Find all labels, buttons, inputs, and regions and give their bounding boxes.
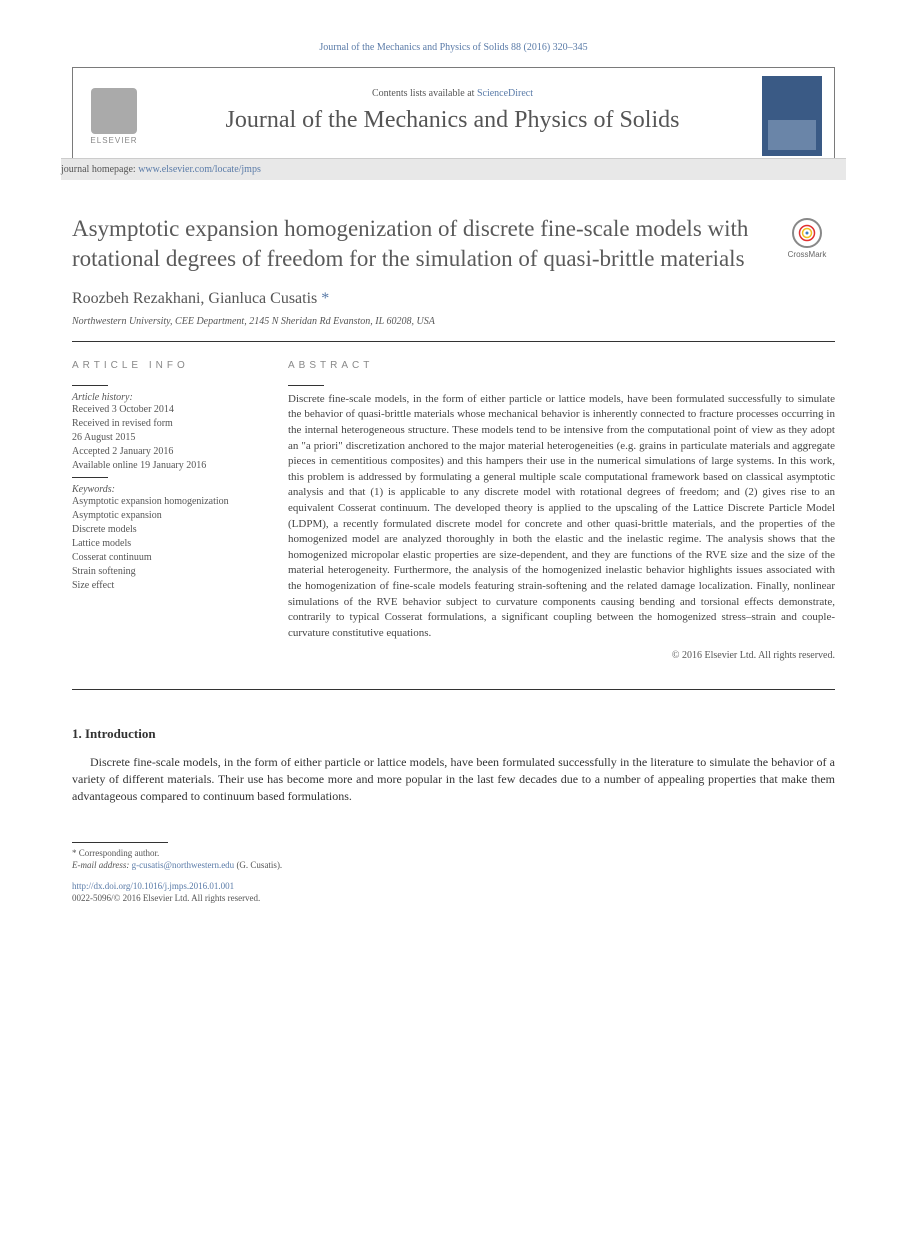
page-footer: * Corresponding author. E-mail address: … — [72, 842, 835, 905]
footnote-rule — [72, 842, 168, 843]
journal-homepage-link[interactable]: www.elsevier.com/locate/jmps — [138, 164, 261, 175]
author-affiliation: Northwestern University, CEE Department,… — [72, 316, 835, 327]
elsevier-tree-icon — [91, 88, 137, 134]
corresponding-marker: * — [317, 290, 329, 307]
divider-rule — [72, 341, 835, 342]
keyword: Asymptotic expansion homogenization — [72, 495, 260, 509]
sciencedirect-link[interactable]: ScienceDirect — [477, 88, 533, 99]
history-label: Article history: — [72, 392, 260, 403]
abstract-column: ABSTRACT Discrete fine-scale models, in … — [288, 360, 835, 661]
journal-name: Journal of the Mechanics and Physics of … — [155, 107, 750, 134]
keyword: Discrete models — [72, 523, 260, 537]
article-info-sidebar: ARTICLE INFO Article history: Received 3… — [72, 360, 260, 661]
contents-prefix: Contents lists available at — [372, 88, 477, 99]
author-email-link[interactable]: g-cusatis@northwestern.edu — [132, 860, 235, 870]
author-list: Roozbeh Rezakhani, Gianluca Cusatis * — [72, 290, 835, 308]
keyword: Strain softening — [72, 565, 260, 579]
article-info-label: ARTICLE INFO — [72, 360, 260, 371]
short-rule — [72, 385, 108, 386]
keyword: Size effect — [72, 579, 260, 593]
keyword: Asymptotic expansion — [72, 509, 260, 523]
doi-link[interactable]: http://dx.doi.org/10.1016/j.jmps.2016.01… — [72, 881, 234, 891]
abstract-text: Discrete fine-scale models, in the form … — [288, 392, 835, 642]
header-citation: Journal of the Mechanics and Physics of … — [72, 42, 835, 53]
section-1-heading: 1. Introduction — [72, 726, 835, 742]
short-rule — [288, 385, 324, 386]
elsevier-logo[interactable]: ELSEVIER — [85, 82, 143, 150]
short-rule — [72, 477, 108, 478]
journal-header-box: ELSEVIER Contents lists available at Sci… — [72, 67, 835, 180]
history-item: Accepted 2 January 2016 — [72, 445, 260, 459]
journal-cover-thumbnail[interactable] — [762, 76, 822, 156]
email-line: E-mail address: g-cusatis@northwestern.e… — [72, 859, 835, 872]
keyword: Lattice models — [72, 537, 260, 551]
crossmark-icon — [792, 218, 822, 248]
keyword: Cosserat continuum — [72, 551, 260, 565]
email-label: E-mail address: — [72, 860, 132, 870]
crossmark-label: CrossMark — [779, 250, 835, 259]
divider-rule — [72, 689, 835, 690]
history-item: Received in revised form — [72, 417, 260, 431]
article-title: Asymptotic expansion homogenization of d… — [72, 214, 763, 274]
elsevier-logo-text: ELSEVIER — [90, 136, 137, 145]
journal-homepage-line: journal homepage: www.elsevier.com/locat… — [61, 158, 846, 180]
keywords-label: Keywords: — [72, 484, 260, 495]
abstract-copyright: © 2016 Elsevier Ltd. All rights reserved… — [288, 650, 835, 661]
crossmark-badge[interactable]: CrossMark — [779, 218, 835, 259]
abstract-label: ABSTRACT — [288, 360, 835, 371]
history-item: Received 3 October 2014 — [72, 403, 260, 417]
intro-paragraph: Discrete fine-scale models, in the form … — [72, 754, 835, 806]
author-names: Roozbeh Rezakhani, Gianluca Cusatis — [72, 290, 317, 307]
history-item: Available online 19 January 2016 — [72, 459, 260, 473]
history-item: 26 August 2015 — [72, 431, 260, 445]
issn-copyright-line: 0022-5096/© 2016 Elsevier Ltd. All right… — [72, 893, 260, 903]
corresponding-author-note: * Corresponding author. — [72, 847, 835, 860]
contents-available-line: Contents lists available at ScienceDirec… — [155, 88, 750, 99]
email-suffix: (G. Cusatis). — [234, 860, 282, 870]
homepage-prefix: journal homepage: — [61, 164, 138, 175]
